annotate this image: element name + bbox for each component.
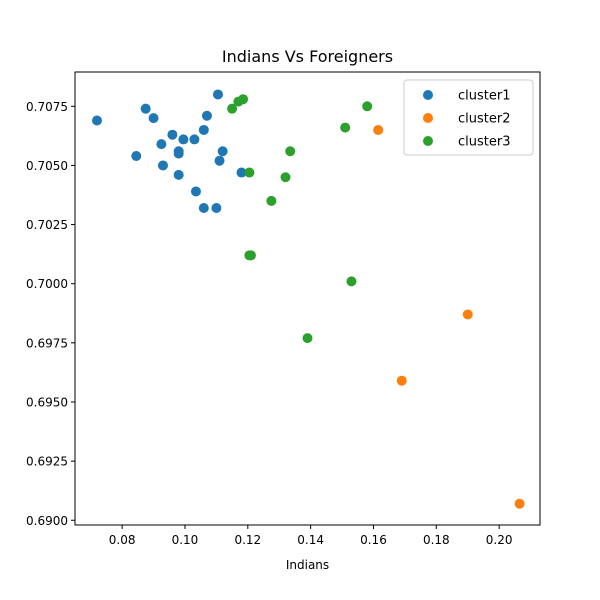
y-axis: 0.6900 0.6925 0.6950 0.6975 0.7000 0.7025 0.70… [26, 100, 75, 528]
x-tick-label: 0.10 [172, 533, 199, 547]
x-axis-label: Indians [286, 558, 329, 572]
plot-frame [74, 71, 541, 526]
point-cluster1-19 [217, 146, 228, 157]
point-cluster1-3 [148, 113, 159, 124]
point-cluster2-1 [396, 375, 407, 386]
point-cluster2-2 [462, 309, 473, 320]
legend-frame [403, 79, 534, 156]
x-tick-label: 0.12 [234, 533, 261, 547]
legend-marker-cluster2 [423, 113, 433, 123]
x-tick-label: 0.08 [109, 533, 136, 547]
point-cluster1-16 [211, 203, 222, 214]
y-tick-label: 0.7075 [26, 100, 68, 114]
y-tick-label: 0.6900 [26, 514, 68, 528]
y-tick-label: 0.7000 [26, 277, 68, 291]
point-cluster1-20 [236, 167, 247, 178]
point-cluster1-6 [167, 129, 178, 140]
x-tick-label: 0.14 [297, 533, 324, 547]
y-tick-label: 0.7050 [26, 159, 68, 173]
point-cluster1-14 [201, 110, 212, 121]
legend-marker-cluster1 [423, 90, 433, 100]
point-cluster3-8 [285, 146, 296, 157]
point-cluster1-17 [212, 89, 223, 100]
point-cluster3-12 [362, 101, 373, 112]
point-cluster1-4 [156, 139, 167, 150]
legend-label-cluster2: cluster2 [458, 112, 510, 127]
point-cluster3-10 [340, 122, 351, 133]
point-cluster1-5 [157, 160, 168, 171]
point-cluster1-18 [214, 155, 225, 166]
x-tick-label: 0.16 [360, 533, 387, 547]
y-tick-label: 0.7025 [26, 218, 68, 232]
y-tick-label: 0.6950 [26, 395, 68, 409]
point-cluster2-3 [514, 498, 525, 509]
point-cluster1-15 [198, 203, 209, 214]
y-tick-label: 0.6925 [26, 455, 68, 469]
point-cluster1-2 [140, 103, 151, 114]
point-cluster3-7 [280, 172, 291, 183]
x-tick-label: 0.20 [486, 533, 513, 547]
y-tick-label: 0.6975 [26, 336, 68, 350]
point-cluster3-6 [266, 195, 277, 206]
point-cluster3-5 [245, 250, 256, 261]
legend-label-cluster3: cluster3 [458, 135, 510, 150]
point-cluster1-1 [131, 150, 142, 161]
point-cluster3-3 [244, 167, 255, 178]
point-cluster3-2 [238, 94, 249, 105]
point-cluster1-11 [189, 134, 200, 145]
point-cluster2-0 [373, 124, 384, 135]
chart-title: Indians Vs Foreigners [222, 47, 393, 66]
x-axis: 0.08 0.10 0.12 0.14 0.16 0.18 0.20 [109, 525, 513, 547]
x-tick-label: 0.18 [423, 533, 450, 547]
point-cluster1-10 [178, 134, 189, 145]
point-cluster1-9 [173, 169, 184, 180]
point-cluster1-0 [91, 115, 102, 126]
point-cluster1-8 [173, 146, 184, 157]
point-cluster1-13 [198, 124, 209, 135]
legend: cluster1 cluster2 cluster3 [403, 79, 534, 156]
legend-label-cluster1: cluster1 [458, 89, 510, 104]
point-cluster3-0 [227, 103, 238, 114]
legend-marker-cluster3 [423, 136, 433, 146]
point-cluster1-12 [190, 186, 201, 197]
point-cluster3-11 [346, 276, 357, 287]
points-layer [91, 89, 525, 509]
point-cluster3-9 [302, 333, 313, 344]
